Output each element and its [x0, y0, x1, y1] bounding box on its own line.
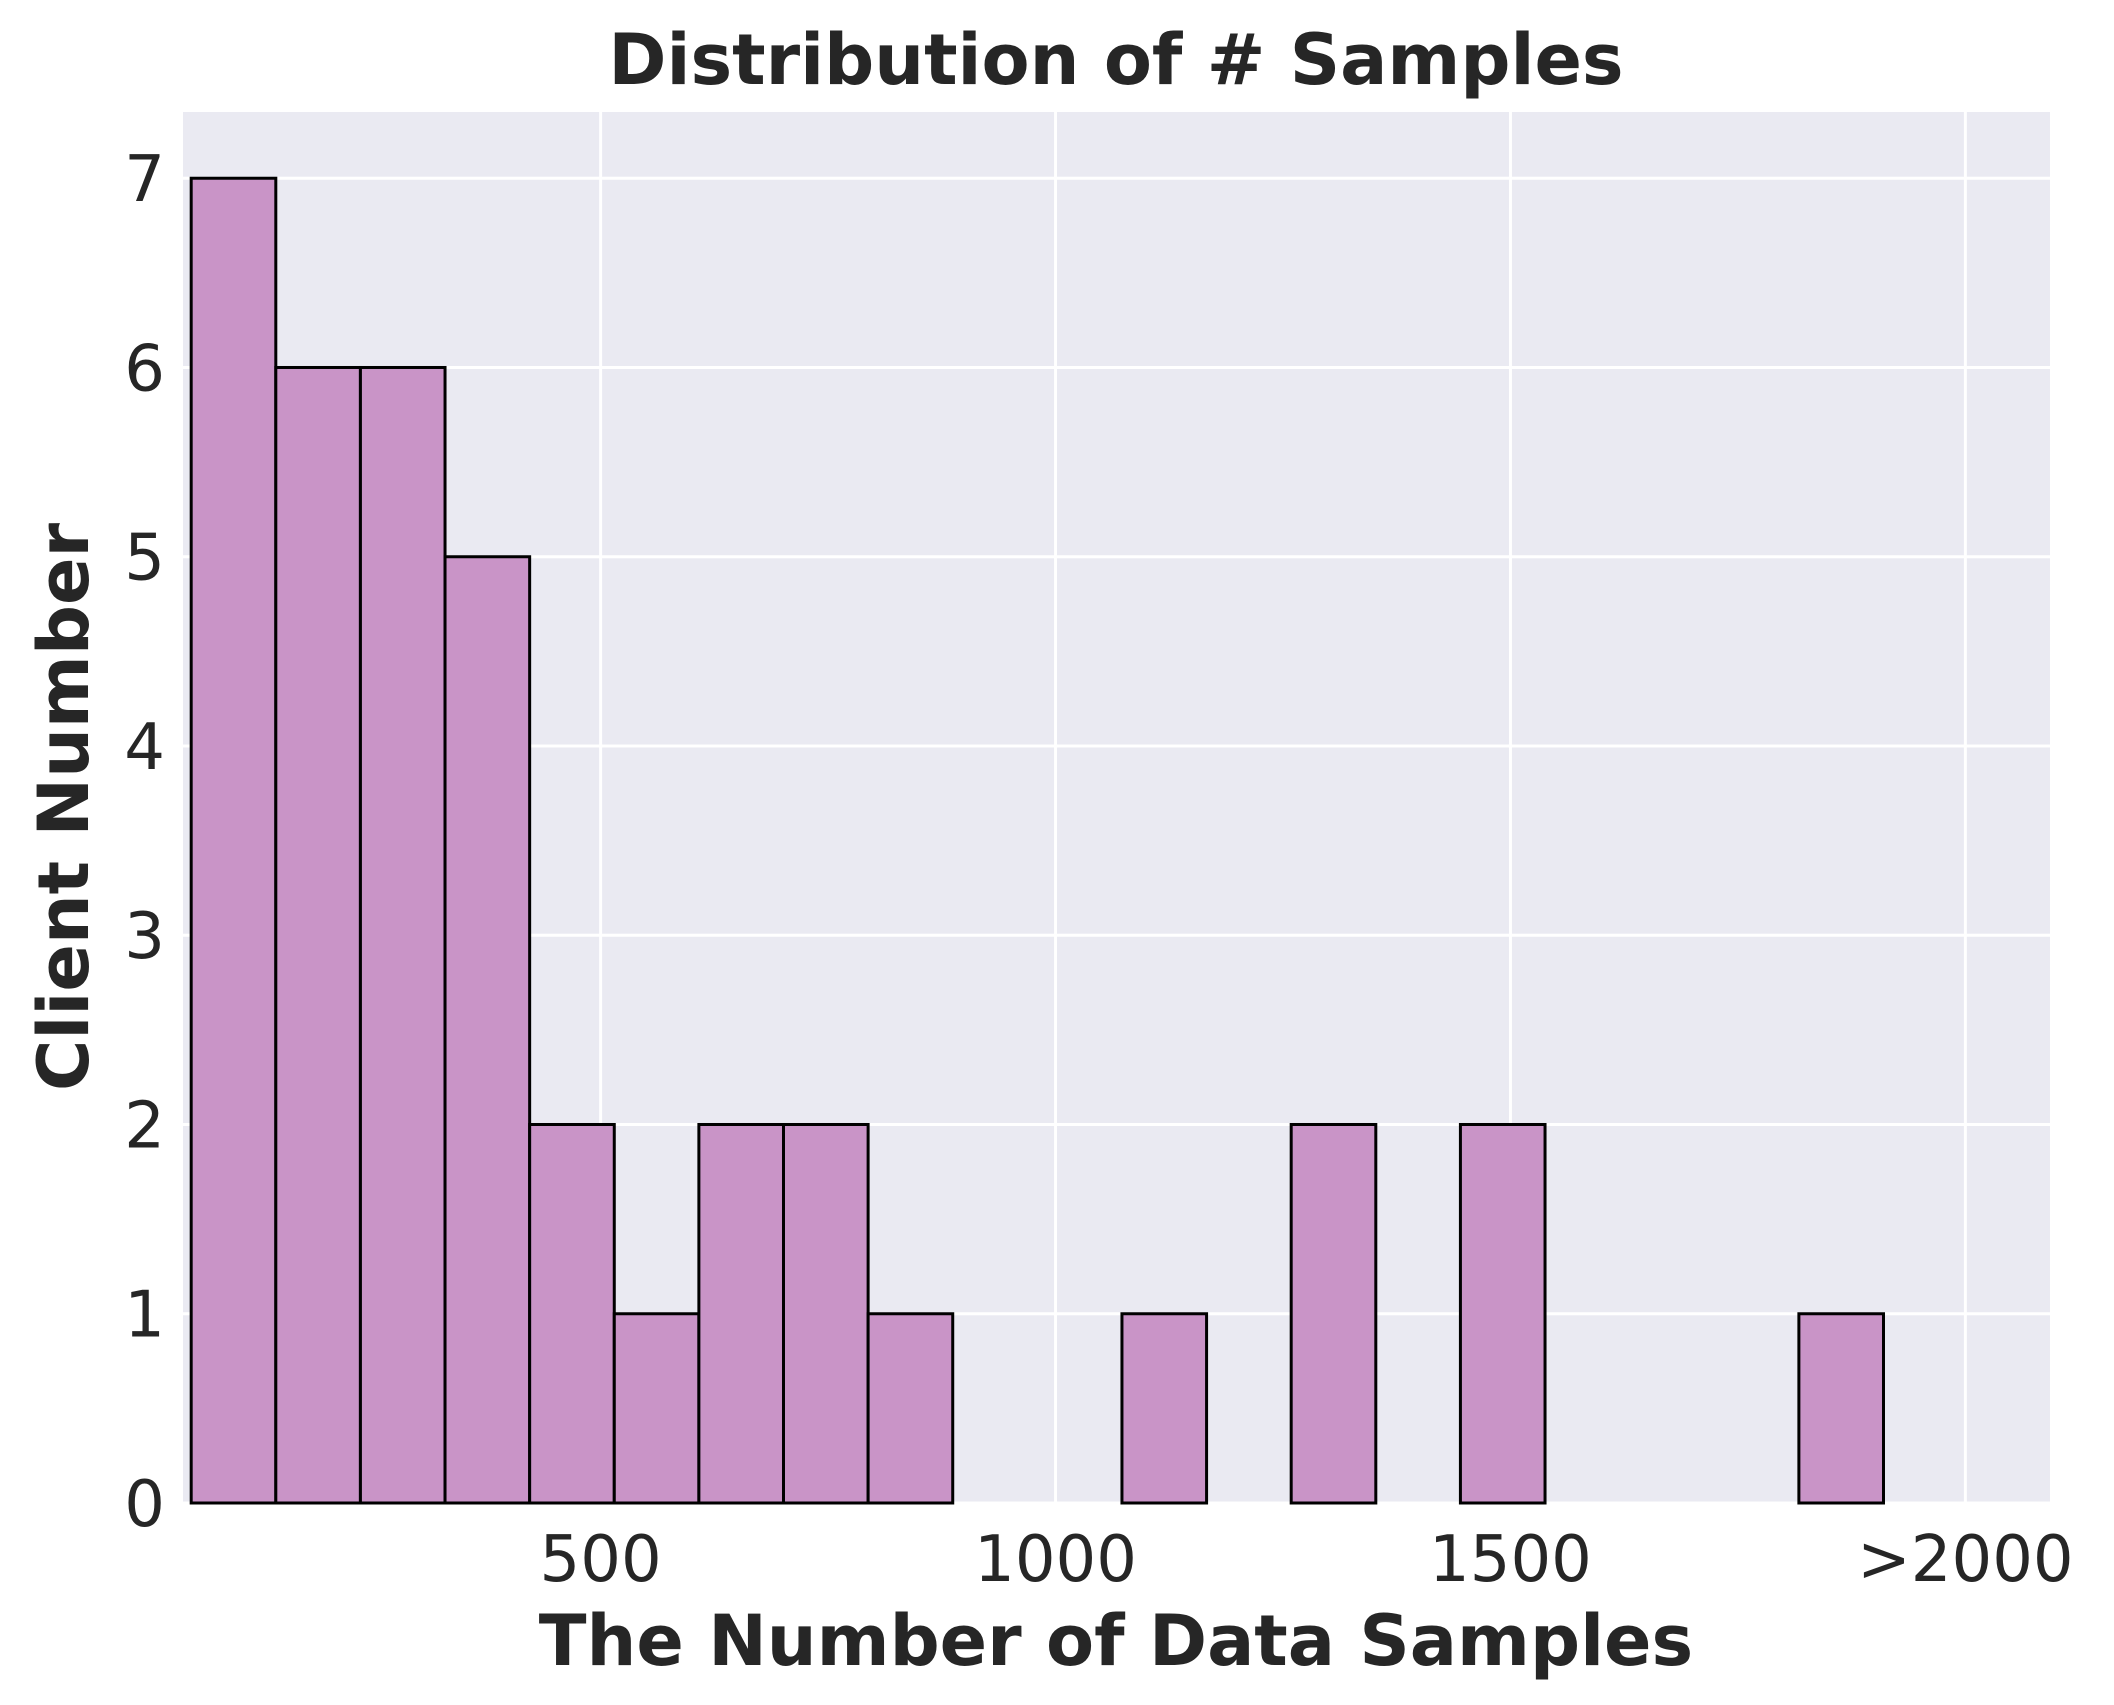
histogram-bar	[1458, 1122, 1547, 1505]
y-tick-label: 6	[124, 332, 165, 406]
histogram-bar	[1797, 1312, 1885, 1505]
y-tick-label: 3	[124, 900, 165, 974]
x-tick-label: 1500	[1429, 1523, 1592, 1597]
y-tick-label: 0	[124, 1468, 165, 1542]
histogram-bar	[697, 1122, 785, 1505]
bars	[189, 176, 1885, 1505]
histogram-bar	[866, 1312, 955, 1505]
y-tick-label: 7	[124, 143, 165, 217]
histogram-bar	[781, 1122, 870, 1505]
histogram-bar	[528, 1122, 616, 1505]
histogram-bar	[1120, 1312, 1209, 1505]
y-tick-label: 4	[124, 711, 165, 785]
x-tick-label: 1000	[974, 1523, 1137, 1597]
histogram-bar	[274, 365, 362, 1505]
y-axis-label: Client Number	[23, 523, 105, 1091]
histogram-bar	[358, 365, 447, 1505]
y-tick-label: 2	[124, 1089, 165, 1163]
x-tick-labels: 500 1000 1500 >2000	[540, 1523, 2074, 1597]
y-tick-label: 1	[124, 1279, 165, 1353]
histogram-bar	[443, 555, 532, 1505]
chart-title: Distribution of # Samples	[608, 19, 1623, 101]
histogram-bar	[612, 1312, 701, 1505]
y-tick-labels: 0 1 2 3 4 5 6 7	[124, 143, 165, 1542]
histogram-bar	[1289, 1122, 1378, 1505]
x-axis-label: The Number of Data Samples	[539, 1600, 1693, 1682]
y-tick-label: 5	[124, 522, 165, 596]
x-tick-label: >2000	[1857, 1523, 2074, 1597]
x-tick-label: 500	[540, 1523, 662, 1597]
histogram-bar	[189, 176, 278, 1505]
